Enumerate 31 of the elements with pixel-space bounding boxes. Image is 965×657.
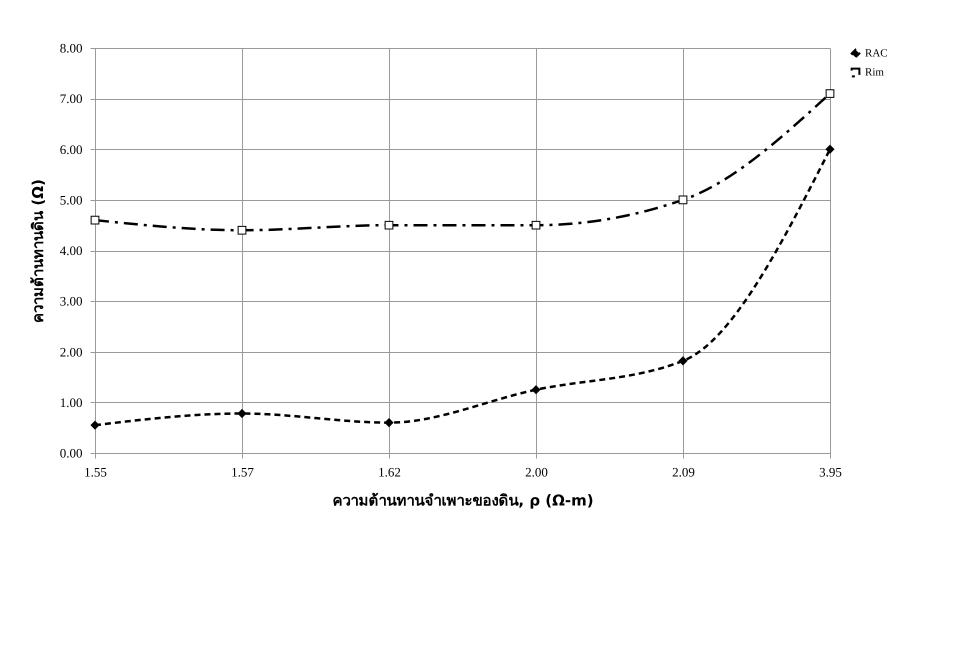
- x-tick-label: 1.55: [84, 464, 107, 480]
- x-tick-label: 2.09: [672, 464, 695, 480]
- legend-label: Rim: [865, 66, 884, 78]
- y-tick-label: 4.00: [60, 243, 82, 258]
- y-tick-label: 2.00: [60, 344, 82, 360]
- y-tick-label: 6.00: [60, 142, 82, 157]
- y-tick-label: 7.00: [60, 91, 82, 106]
- point: [90, 420, 100, 430]
- y-tick-label: 5.00: [60, 192, 82, 208]
- y-axis-title: ความต้านทานดิน (Ω): [28, 179, 47, 323]
- point: [678, 196, 688, 204]
- point: [384, 418, 394, 427]
- point: [532, 220, 540, 230]
- point: [90, 216, 100, 224]
- legend-label: RAC: [865, 48, 888, 60]
- point: [532, 385, 540, 394]
- x-axis-title: ความต้านทานจำเพาะของดิน, ρ (Ω-m): [332, 492, 594, 510]
- y-tick-label: 8.00: [60, 40, 82, 56]
- x-tick-label: 3.95: [819, 464, 842, 480]
- x-tick-label: 1.62: [378, 464, 401, 480]
- y-tick-label: 0.00: [60, 446, 82, 460]
- point: [678, 356, 688, 366]
- point: [384, 220, 394, 230]
- point: [238, 226, 246, 235]
- point: [238, 409, 246, 418]
- x-tick-label: 1.57: [231, 464, 254, 480]
- point: [826, 89, 834, 98]
- y-tick-label: 3.00: [60, 294, 82, 309]
- y-tick-label: 1.00: [60, 394, 82, 410]
- point: [826, 144, 834, 154]
- x-tick-label: 2.00: [525, 464, 548, 480]
